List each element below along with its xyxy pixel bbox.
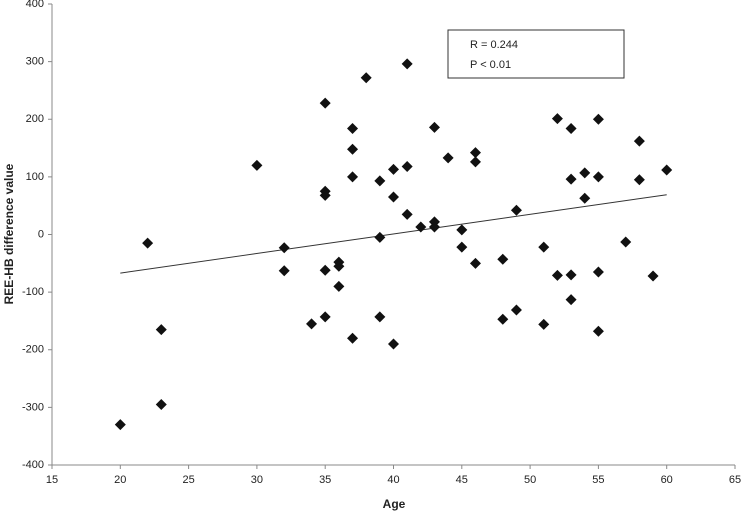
trend-line (120, 194, 667, 274)
x-tick-label: 40 (387, 474, 399, 486)
point (142, 237, 154, 249)
point (374, 231, 386, 243)
annotation: R = 0.244 (470, 39, 518, 51)
y-tick-label: 0 (38, 228, 44, 240)
point (415, 221, 427, 233)
point (319, 311, 331, 323)
point (565, 269, 577, 281)
y-tick-label: 200 (26, 113, 44, 125)
point (551, 113, 563, 125)
point (592, 266, 604, 278)
point (538, 318, 550, 330)
point (428, 121, 440, 133)
point (155, 398, 167, 410)
x-tick-label: 65 (729, 474, 741, 486)
point (333, 280, 345, 292)
point (442, 152, 454, 164)
x-tick-label: 25 (182, 474, 194, 486)
point (469, 156, 481, 168)
point (497, 253, 509, 265)
x-tick-label: 50 (524, 474, 536, 486)
point (401, 58, 413, 70)
point (469, 257, 481, 269)
point (456, 241, 468, 253)
x-tick-label: 55 (592, 474, 604, 486)
y-tick-label: 400 (26, 0, 44, 10)
y-tick-label: -400 (22, 459, 44, 471)
point (592, 171, 604, 183)
point (401, 208, 413, 220)
point (360, 72, 372, 84)
point (388, 338, 399, 350)
point (565, 173, 577, 185)
point (428, 221, 440, 233)
y-tick-label: 300 (26, 56, 44, 68)
y-tick-label: -300 (22, 401, 44, 413)
point (579, 192, 591, 204)
point (347, 332, 359, 344)
point (347, 122, 359, 134)
point (251, 159, 263, 171)
point (551, 269, 563, 281)
point (565, 294, 577, 306)
point (510, 204, 522, 216)
point (592, 113, 604, 125)
point (319, 264, 331, 276)
annotation-box (447, 29, 625, 79)
point (347, 171, 359, 183)
y-tick-label: -200 (22, 344, 44, 356)
point (278, 265, 290, 277)
point (388, 191, 399, 203)
x-tick-label: 60 (661, 474, 673, 486)
point (620, 236, 632, 248)
point (155, 324, 167, 336)
x-tick-label: 35 (319, 474, 331, 486)
annotation: P < 0.01 (470, 59, 511, 71)
point (306, 318, 318, 330)
point (469, 147, 481, 159)
point (319, 189, 331, 201)
point (347, 143, 359, 155)
y-axis-title: REE-HB difference value (2, 163, 16, 304)
point (565, 122, 577, 134)
point (374, 311, 386, 323)
point (278, 242, 290, 254)
y-tick-label: -100 (22, 286, 44, 298)
point (647, 270, 659, 282)
x-axis-title: Age (383, 497, 406, 511)
x-tick-label: 20 (114, 474, 126, 486)
point (661, 164, 673, 176)
point (538, 241, 550, 253)
point (114, 419, 126, 431)
x-tick-label: 45 (456, 474, 468, 486)
point (333, 260, 345, 272)
point (388, 163, 399, 175)
point (633, 135, 645, 147)
point (633, 174, 645, 186)
point (319, 97, 331, 109)
x-tick-label: 30 (251, 474, 263, 486)
x-tick-label: 15 (46, 474, 58, 486)
point (374, 175, 386, 187)
point (401, 161, 413, 173)
point (579, 167, 591, 179)
point (456, 224, 468, 236)
y-tick-label: 100 (26, 171, 44, 183)
point (592, 325, 604, 337)
point (497, 313, 509, 325)
point (510, 304, 522, 316)
